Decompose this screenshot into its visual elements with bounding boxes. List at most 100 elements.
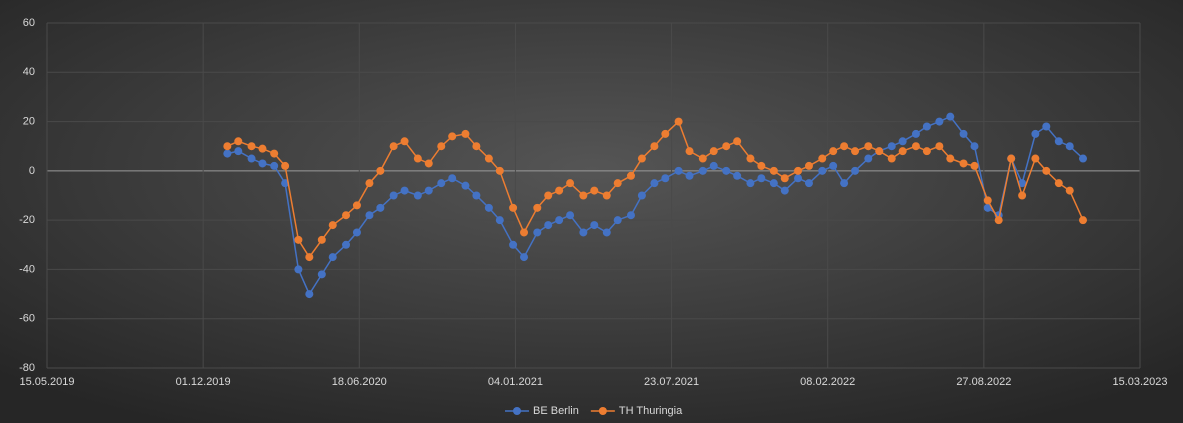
data-point <box>840 142 849 151</box>
data-point <box>698 154 707 163</box>
data-point <box>317 270 326 279</box>
y-tick-label: -40 <box>19 263 35 275</box>
y-tick-label: 20 <box>23 115 35 127</box>
data-point <box>247 154 256 163</box>
data-point <box>258 144 267 153</box>
data-point <box>613 216 622 225</box>
data-point <box>733 137 742 146</box>
data-point <box>864 154 873 163</box>
data-point <box>555 216 564 225</box>
data-point <box>769 179 778 188</box>
data-point <box>804 179 813 188</box>
data-point <box>389 142 398 151</box>
data-point <box>1031 154 1040 163</box>
data-point <box>484 154 493 163</box>
data-point <box>448 132 457 141</box>
data-point <box>294 235 303 244</box>
data-point <box>305 253 314 262</box>
data-point <box>590 186 599 195</box>
data-point <box>520 228 529 237</box>
data-point <box>650 142 659 151</box>
data-point <box>887 154 896 163</box>
x-tick-label: 27.08.2022 <box>956 376 1011 388</box>
data-point <box>780 186 789 195</box>
data-point <box>674 166 683 175</box>
data-point <box>970 161 979 170</box>
data-point <box>365 211 374 220</box>
data-point <box>746 179 755 188</box>
x-tick-label: 08.02.2022 <box>800 376 855 388</box>
x-tick-label: 15.05.2019 <box>19 376 74 388</box>
data-point <box>804 161 813 170</box>
data-point <box>887 142 896 151</box>
data-point <box>818 166 827 175</box>
data-point <box>376 203 385 212</box>
data-point <box>851 147 860 156</box>
data-point <box>898 137 907 146</box>
data-point <box>533 203 542 212</box>
data-point <box>509 203 518 212</box>
x-tick-label: 15.03.2023 <box>1112 376 1167 388</box>
data-point <box>661 174 670 183</box>
legend-label: BE Berlin <box>533 405 579 417</box>
data-point <box>733 171 742 180</box>
y-tick-label: 60 <box>23 17 35 29</box>
data-point <box>1031 129 1040 138</box>
data-point <box>590 221 599 230</box>
data-point <box>626 211 635 220</box>
y-tick-label: -20 <box>19 214 35 226</box>
data-point <box>424 159 433 168</box>
data-point <box>472 191 481 200</box>
data-point <box>1065 186 1074 195</box>
data-point <box>637 154 646 163</box>
y-tick-label: 0 <box>29 165 35 177</box>
data-point <box>461 129 470 138</box>
data-point <box>544 191 553 200</box>
data-point <box>983 196 992 205</box>
data-point <box>757 161 766 170</box>
data-point <box>840 179 849 188</box>
data-point <box>437 142 446 151</box>
data-point <box>829 161 838 170</box>
legend-marker <box>598 407 607 415</box>
data-point <box>794 174 803 183</box>
data-point <box>509 240 518 249</box>
data-point <box>898 147 907 156</box>
data-point <box>484 203 493 212</box>
data-point <box>555 186 564 195</box>
legend-label: TH Thuringia <box>619 405 683 417</box>
data-point <box>424 186 433 195</box>
data-point <box>994 216 1003 225</box>
x-tick-label: 23.07.2021 <box>644 376 699 388</box>
data-point <box>448 174 457 183</box>
data-point <box>566 179 575 188</box>
data-point <box>911 142 920 151</box>
data-point <box>818 154 827 163</box>
data-point <box>602 191 611 200</box>
data-point <box>722 166 731 175</box>
data-point <box>661 129 670 138</box>
data-point <box>626 171 635 180</box>
data-point <box>223 142 232 151</box>
data-point <box>613 179 622 188</box>
data-point <box>472 142 481 151</box>
data-point <box>376 166 385 175</box>
data-point <box>674 117 683 126</box>
data-point <box>461 181 470 190</box>
data-point <box>317 235 326 244</box>
data-point <box>709 147 718 156</box>
data-point <box>400 186 409 195</box>
data-point <box>1065 142 1074 151</box>
data-point <box>922 147 931 156</box>
x-tick-label: 01.12.2019 <box>176 376 231 388</box>
x-tick-label: 18.06.2020 <box>332 376 387 388</box>
data-point <box>579 228 588 237</box>
data-point <box>935 117 944 126</box>
data-point <box>1042 122 1051 131</box>
data-point <box>722 142 731 151</box>
data-point <box>495 166 504 175</box>
data-point <box>234 147 243 156</box>
data-point <box>533 228 542 237</box>
